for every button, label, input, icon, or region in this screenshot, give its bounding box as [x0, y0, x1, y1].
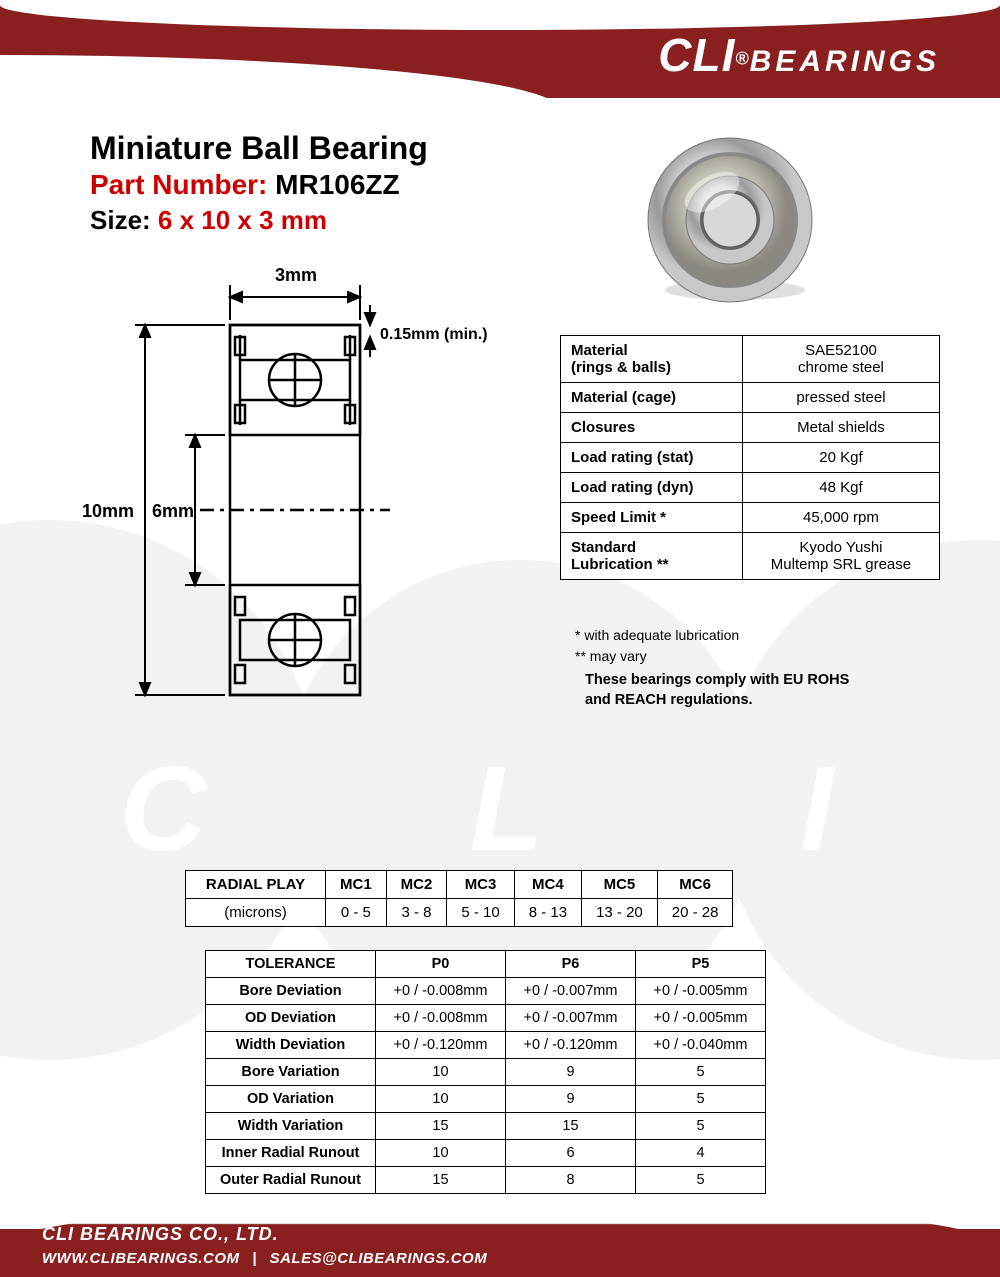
dim-bore: 6mm [152, 501, 194, 521]
spec-notes: * with adequate lubrication ** may vary [575, 625, 739, 667]
spec-value: 20 Kgf [742, 443, 939, 473]
footer-company: CLI BEARINGS CO., LTD. [42, 1224, 279, 1245]
tol-value: 8 [506, 1167, 636, 1194]
tol-value: +0 / -0.005mm [636, 1005, 766, 1032]
footer-website: WWW.CLIBEARINGS.COM [42, 1250, 240, 1267]
tolerance-table: TOLERANCEP0P6P5 Bore Deviation+0 / -0.00… [205, 950, 766, 1194]
part-number-label: Part Number: [90, 169, 267, 200]
tol-header-label: TOLERANCE [206, 951, 376, 978]
watermark-i: I [800, 740, 833, 878]
footer-email: SALES@CLIBEARINGS.COM [270, 1250, 488, 1267]
dim-width: 3mm [275, 265, 317, 285]
dim-chamfer: 0.15mm (min.) [380, 326, 488, 343]
header-banner: CLI®BEARINGS [0, 0, 1000, 98]
size-value: 6 x 10 x 3 mm [158, 205, 327, 235]
logo-text-bearings: BEARINGS [750, 45, 940, 78]
logo-registered-icon: ® [735, 49, 749, 69]
spec-value: 45,000 rpm [742, 503, 939, 533]
dim-od: 10mm [82, 501, 134, 521]
spec-label: Load rating (stat) [561, 443, 743, 473]
tol-value: 6 [506, 1140, 636, 1167]
tol-col: P6 [506, 951, 636, 978]
tol-value: +0 / -0.007mm [506, 1005, 636, 1032]
cross-section-diagram: 3mm 0.15mm (min.) 10mm 6mm [80, 265, 500, 725]
tol-value: 5 [636, 1086, 766, 1113]
size-line: Size: 6 x 10 x 3 mm [90, 205, 428, 236]
tol-value: 4 [636, 1140, 766, 1167]
spec-label: Speed Limit * [561, 503, 743, 533]
tol-value: +0 / -0.120mm [506, 1032, 636, 1059]
footer-links: WWW.CLIBEARINGS.COM | SALES@CLIBEARINGS.… [42, 1250, 487, 1267]
tol-row-label: OD Deviation [206, 1005, 376, 1032]
radial-value: 13 - 20 [582, 899, 658, 927]
footer-separator: | [252, 1250, 257, 1267]
radial-value: 5 - 10 [447, 899, 514, 927]
footer-banner: CLI BEARINGS CO., LTD. WWW.CLIBEARINGS.C… [0, 1229, 1000, 1277]
spec-label: Closures [561, 413, 743, 443]
spec-label: Material(rings & balls) [561, 336, 743, 383]
tol-value: 5 [636, 1167, 766, 1194]
tol-row-label: Bore Variation [206, 1059, 376, 1086]
spec-value: 48 Kgf [742, 473, 939, 503]
radial-col: MC5 [582, 871, 658, 899]
tol-value: 9 [506, 1059, 636, 1086]
tol-value: 9 [506, 1086, 636, 1113]
tol-col: P5 [636, 951, 766, 978]
part-number-line: Part Number: MR106ZZ [90, 169, 428, 201]
tol-value: +0 / -0.008mm [376, 978, 506, 1005]
product-title: Miniature Ball Bearing [90, 130, 428, 167]
radial-unit: (microns) [186, 899, 326, 927]
brand-logo: CLI®BEARINGS [658, 28, 940, 82]
tol-value: +0 / -0.120mm [376, 1032, 506, 1059]
tol-value: +0 / -0.005mm [636, 978, 766, 1005]
logo-text-cli: CLI [658, 29, 735, 81]
tol-value: 10 [376, 1140, 506, 1167]
tol-value: 5 [636, 1113, 766, 1140]
watermark-c: C [120, 740, 207, 878]
spec-note-2: ** may vary [575, 646, 739, 667]
radial-col: MC4 [514, 871, 581, 899]
tol-value: 15 [376, 1113, 506, 1140]
spec-label: Load rating (dyn) [561, 473, 743, 503]
tol-row-label: Bore Deviation [206, 978, 376, 1005]
spec-value: SAE52100chrome steel [742, 336, 939, 383]
tol-value: 10 [376, 1086, 506, 1113]
tol-row-label: Outer Radial Runout [206, 1167, 376, 1194]
tol-col: P0 [376, 951, 506, 978]
spec-table: Material(rings & balls)SAE52100chrome st… [560, 335, 940, 580]
tol-value: 5 [636, 1059, 766, 1086]
tol-value: 15 [376, 1167, 506, 1194]
tol-value: 10 [376, 1059, 506, 1086]
radial-value: 8 - 13 [514, 899, 581, 927]
tol-row-label: Width Variation [206, 1113, 376, 1140]
radial-value: 0 - 5 [326, 899, 387, 927]
tol-row-label: OD Variation [206, 1086, 376, 1113]
radial-value: 20 - 28 [657, 899, 733, 927]
title-block: Miniature Ball Bearing Part Number: MR10… [90, 130, 428, 236]
radial-play-table: RADIAL PLAYMC1MC2MC3MC4MC5MC6 (microns)0… [185, 870, 733, 927]
tol-row-label: Width Deviation [206, 1032, 376, 1059]
bearing-photo [640, 130, 820, 310]
compliance-text: These bearings comply with EU ROHSand RE… [585, 670, 849, 711]
tol-value: +0 / -0.040mm [636, 1032, 766, 1059]
radial-header-label: RADIAL PLAY [186, 871, 326, 899]
spec-label: StandardLubrication ** [561, 533, 743, 580]
radial-col: MC2 [386, 871, 447, 899]
watermark-l: L [470, 740, 543, 878]
tol-row-label: Inner Radial Runout [206, 1140, 376, 1167]
tol-value: 15 [506, 1113, 636, 1140]
tol-value: +0 / -0.008mm [376, 1005, 506, 1032]
part-number-value: MR106ZZ [275, 169, 399, 200]
radial-value: 3 - 8 [386, 899, 447, 927]
radial-col: MC1 [326, 871, 387, 899]
size-label: Size: [90, 205, 151, 235]
radial-col: MC3 [447, 871, 514, 899]
radial-col: MC6 [657, 871, 733, 899]
spec-value: Metal shields [742, 413, 939, 443]
spec-value: pressed steel [742, 383, 939, 413]
spec-label: Material (cage) [561, 383, 743, 413]
spec-note-1: * with adequate lubrication [575, 625, 739, 646]
tol-value: +0 / -0.007mm [506, 978, 636, 1005]
spec-value: Kyodo YushiMultemp SRL grease [742, 533, 939, 580]
